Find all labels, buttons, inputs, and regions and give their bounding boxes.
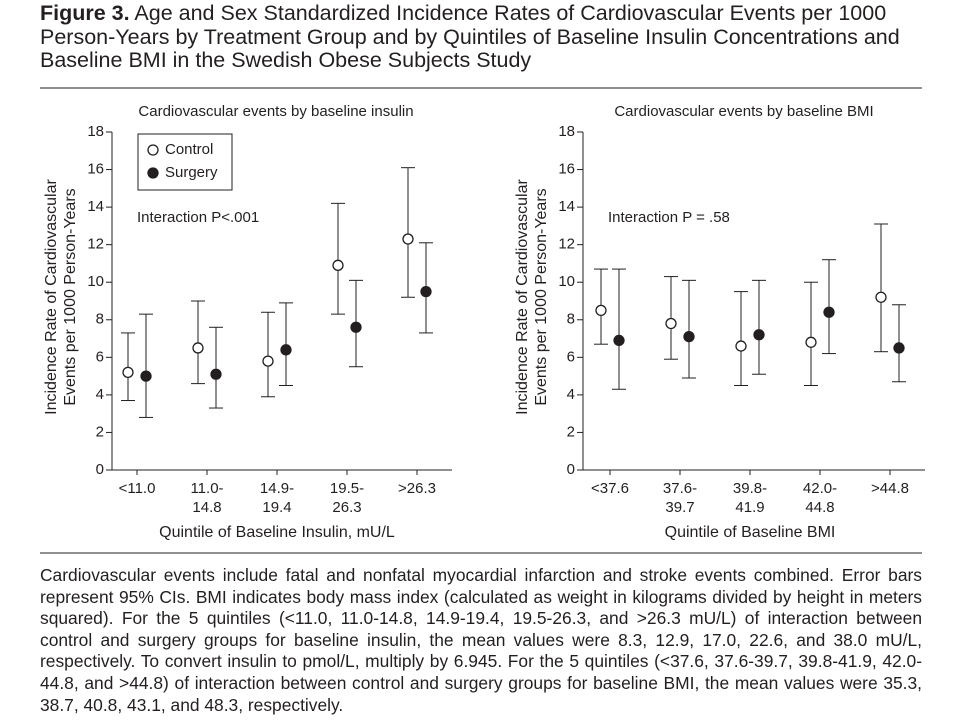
y-tick-label: 14 (87, 198, 104, 215)
figure-label: Figure 3. (40, 1, 130, 25)
y-axis-label: Incidence Rate of Cardiovascular Events p… (43, 178, 79, 414)
chart-title: Cardiovascular events by baseline insuli… (138, 103, 413, 120)
y-tick-label: 8 (567, 311, 575, 328)
legend-label: Control (165, 141, 213, 158)
y-tick-label: 6 (567, 348, 575, 365)
x-tick-label: >26.3 (398, 480, 436, 497)
x-tick-label: 14.8 (192, 499, 221, 516)
caption: Cardiovascular events include fatal and … (40, 565, 922, 715)
annotation: Interaction P = .58 (608, 209, 730, 226)
point (683, 331, 695, 343)
point (613, 334, 625, 347)
y-tick-label: 8 (96, 311, 104, 328)
x-tick-label: 39.7 (665, 499, 694, 516)
point (140, 370, 152, 382)
x-tick-label: <11.0 (119, 480, 156, 497)
y-tick-label: 0 (96, 461, 104, 478)
y-axis-label-line: Incidence Rate of Cardiovascular (43, 178, 60, 414)
x-tick-label: 14.9- (260, 480, 294, 497)
legend-box (137, 133, 233, 191)
x-tick-label: 39.8- (733, 480, 767, 497)
y-axis-label: Incidence Rate of Cardiovascular Events p… (514, 178, 550, 414)
x-tick-label: 19.4 (262, 499, 291, 516)
y-tick-label: 16 (87, 161, 104, 178)
legend-marker (147, 144, 159, 156)
point (122, 366, 134, 379)
y-axis-label-line: Events per 1000 Person-Years (62, 188, 79, 405)
y-tick-label: 0 (567, 461, 575, 478)
point (350, 321, 362, 333)
y-tick-label: 14 (558, 198, 575, 215)
x-tick-label: >44.8 (871, 480, 909, 497)
y-tick-label: 12 (87, 236, 104, 253)
y-tick-label: 6 (96, 348, 104, 365)
figure-title: Figure 3. Age and Sex Standardized Incid… (40, 1, 920, 73)
x-tick-label: 11.0- (190, 480, 223, 497)
chart-title: Cardiovascular events by baseline BMI (614, 103, 873, 120)
x-tick-label: 42.0- (803, 480, 837, 497)
point (595, 304, 607, 317)
point (332, 259, 344, 271)
point (753, 329, 765, 341)
point (805, 336, 817, 348)
point (875, 291, 887, 303)
point (210, 368, 222, 380)
x-axis-label: Quintile of Baseline Insulin, mU/L (159, 524, 395, 541)
y-tick-label: 10 (87, 273, 104, 290)
y-tick-label: 2 (567, 423, 575, 440)
x-axis-label: Quintile of Baseline BMI (665, 524, 836, 541)
point (893, 342, 905, 354)
y-tick-label: 4 (96, 386, 104, 403)
x-tick-label: 19.5- (330, 480, 364, 497)
point (823, 306, 835, 318)
point (665, 317, 677, 330)
x-tick-label: <37.6 (591, 480, 629, 497)
annotation: Interaction P<.001 (137, 209, 259, 226)
y-tick-label: 10 (558, 273, 575, 290)
y-tick-label: 18 (87, 123, 104, 140)
figure-title-text: Age and Sex Standardized Incidence Rates… (40, 1, 900, 72)
x-tick-label: 44.8 (805, 499, 834, 516)
point (420, 285, 432, 298)
x-tick-label: 41.9 (735, 499, 764, 516)
point (192, 342, 204, 354)
y-tick-label: 12 (558, 236, 575, 253)
point (262, 355, 274, 367)
legend-marker (147, 167, 159, 179)
point (402, 233, 414, 245)
x-tick-label: 26.3 (332, 499, 361, 516)
y-tick-label: 2 (96, 423, 104, 440)
legend-label: Surgery (165, 164, 218, 181)
y-axis-label-line: Incidence Rate of Cardiovascular (514, 178, 531, 414)
y-tick-label: 4 (567, 386, 575, 403)
y-axis-label-line: Events per 1000 Person-Years (533, 188, 550, 405)
y-tick-label: 18 (558, 123, 575, 140)
x-tick-label: 37.6- (663, 480, 697, 497)
point (735, 340, 747, 352)
point (280, 344, 292, 356)
y-tick-label: 16 (558, 161, 575, 178)
